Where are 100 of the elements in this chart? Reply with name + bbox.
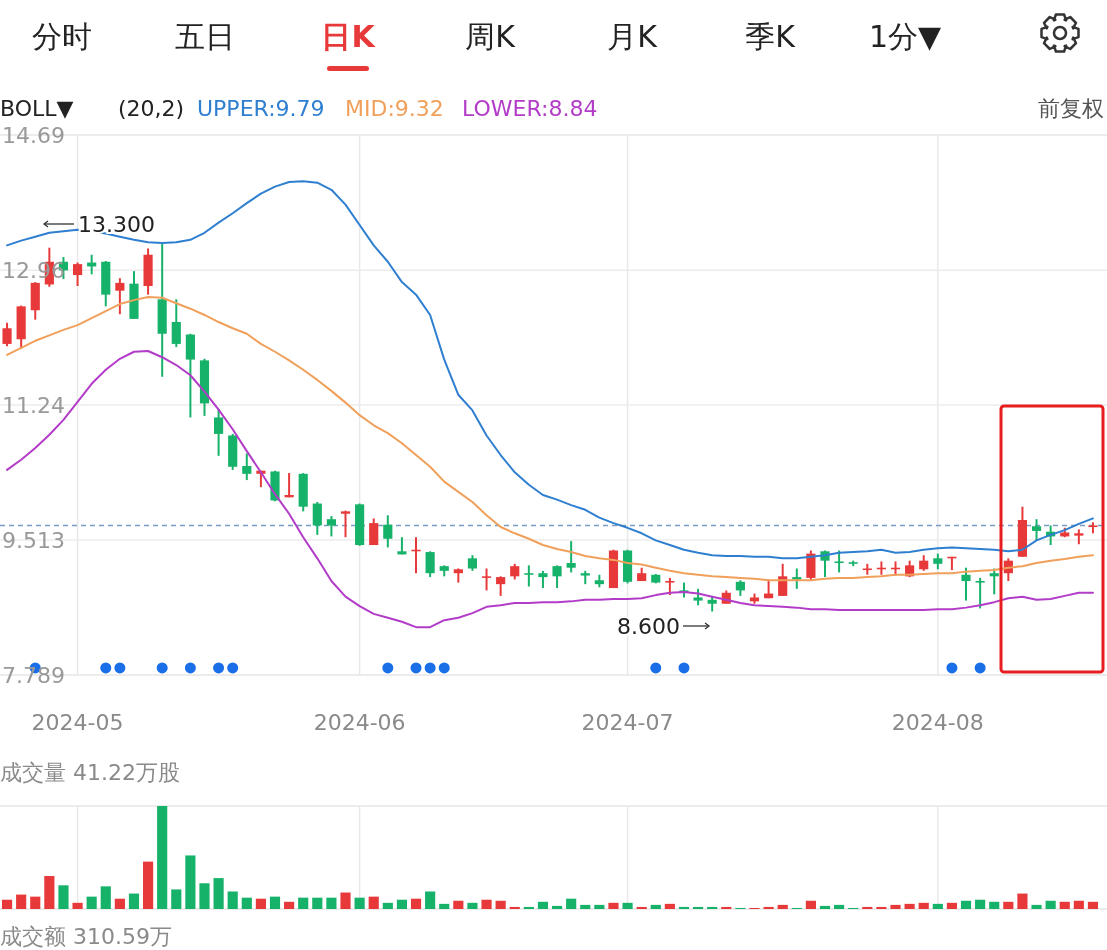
bar bbox=[1, 899, 13, 909]
bar bbox=[946, 902, 957, 909]
bar bbox=[269, 896, 281, 909]
bar bbox=[707, 906, 718, 909]
text: LOWER:8.84 bbox=[462, 96, 598, 121]
bar bbox=[481, 899, 492, 909]
bar bbox=[382, 902, 393, 909]
text: (20,2) bbox=[118, 96, 185, 121]
y-tick-label: 14.69 bbox=[2, 123, 65, 148]
bar bbox=[199, 883, 210, 909]
candlestick bbox=[383, 514, 393, 549]
bar bbox=[284, 901, 295, 909]
bar bbox=[918, 902, 929, 909]
bar bbox=[143, 861, 154, 909]
candlestick bbox=[961, 566, 971, 602]
y-tick-label: 11.24 bbox=[2, 392, 65, 418]
bar bbox=[326, 897, 337, 909]
text: 分时 bbox=[32, 19, 92, 54]
bar bbox=[1059, 901, 1070, 909]
bar bbox=[30, 896, 41, 909]
candlestick bbox=[1031, 518, 1042, 542]
chart-title: 成交量 41.22万股 bbox=[0, 760, 180, 785]
bar bbox=[1087, 901, 1099, 909]
candlestick bbox=[834, 549, 844, 574]
text: 1分▼ bbox=[868, 19, 942, 54]
bar bbox=[1003, 901, 1014, 909]
bar bbox=[1045, 900, 1056, 909]
candlestick bbox=[171, 298, 181, 349]
bar bbox=[650, 904, 661, 909]
bar bbox=[368, 896, 379, 909]
bar bbox=[636, 906, 647, 909]
bar bbox=[678, 906, 690, 909]
candlestick bbox=[975, 576, 985, 610]
bar bbox=[890, 904, 901, 909]
bar bbox=[509, 906, 520, 909]
bar bbox=[255, 898, 266, 909]
bar bbox=[862, 906, 873, 909]
bar bbox=[298, 897, 309, 909]
candlestick bbox=[115, 277, 125, 316]
text: 成交额 310.59万 bbox=[0, 924, 172, 949]
bar bbox=[312, 897, 323, 909]
text: MID:9.32 bbox=[345, 96, 444, 121]
bar bbox=[1017, 893, 1028, 909]
bar bbox=[439, 903, 450, 909]
bar bbox=[664, 903, 675, 909]
text: 前复权 bbox=[1038, 96, 1104, 121]
bar bbox=[410, 898, 422, 909]
bar bbox=[44, 876, 55, 909]
x-tick-label: 2024-07 bbox=[581, 710, 674, 735]
bar bbox=[693, 906, 704, 909]
x-tick-label: 2024-06 bbox=[313, 710, 406, 735]
text: 日K bbox=[321, 19, 377, 54]
bar bbox=[622, 902, 633, 909]
bar bbox=[566, 898, 577, 909]
bar bbox=[453, 900, 464, 909]
text: BOLL▼ bbox=[0, 96, 74, 121]
candlestick bbox=[566, 540, 576, 574]
bar bbox=[537, 901, 549, 909]
bar bbox=[834, 904, 845, 909]
bar bbox=[495, 900, 506, 909]
bar bbox=[876, 906, 887, 909]
bar bbox=[185, 855, 196, 909]
bar bbox=[213, 878, 224, 909]
bar bbox=[58, 885, 69, 909]
bar bbox=[227, 891, 238, 909]
candlestick bbox=[496, 575, 506, 597]
bar bbox=[777, 904, 788, 909]
bar bbox=[1073, 900, 1084, 909]
bar bbox=[819, 905, 831, 909]
annotation: 13.300 bbox=[78, 212, 155, 237]
bar bbox=[425, 891, 436, 909]
text: 月K bbox=[607, 19, 659, 54]
candlestick bbox=[326, 515, 336, 538]
bar bbox=[904, 903, 915, 909]
bar bbox=[551, 905, 563, 909]
bar bbox=[608, 902, 619, 909]
candlestick bbox=[312, 500, 322, 536]
bar bbox=[241, 897, 252, 909]
bar bbox=[523, 906, 534, 909]
candlestick bbox=[340, 509, 351, 539]
bar bbox=[594, 904, 605, 909]
candlestick bbox=[425, 550, 435, 579]
bar bbox=[467, 902, 478, 909]
candlestick bbox=[524, 564, 534, 588]
text: 周K bbox=[465, 19, 517, 54]
bar bbox=[989, 901, 1000, 909]
text: 季K bbox=[745, 19, 797, 54]
bar bbox=[340, 892, 351, 909]
bar bbox=[932, 903, 943, 909]
bar bbox=[960, 900, 972, 909]
bar bbox=[975, 899, 986, 909]
candlestick bbox=[778, 562, 788, 597]
candlestick bbox=[72, 261, 83, 288]
y-tick-label: 9.513 bbox=[2, 528, 65, 554]
candlestick bbox=[552, 564, 562, 590]
bar bbox=[128, 893, 140, 909]
candlestick bbox=[242, 452, 252, 482]
candlestick bbox=[369, 517, 379, 547]
bar bbox=[171, 889, 182, 909]
bar bbox=[86, 896, 97, 909]
